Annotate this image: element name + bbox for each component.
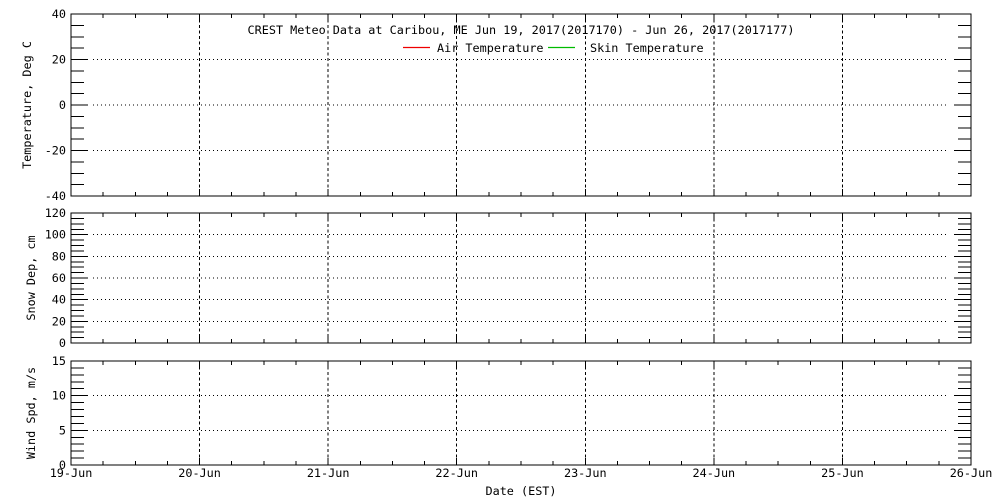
y-tick-label: 40 <box>52 7 66 21</box>
y-tick-label: 0 <box>59 336 66 350</box>
y-tick-label: 80 <box>52 249 66 263</box>
x-tick-label: 26-Jun <box>950 466 993 480</box>
panel-snow-dep: 0 20 40 60 80 100 120 Snow Dep, cm <box>24 206 972 350</box>
y-axis-title: Snow Dep, cm <box>24 235 38 320</box>
legend-label-air-temperature: Air Temperature <box>437 41 544 55</box>
y-tick-label: 120 <box>45 206 66 220</box>
y-tick-label: 10 <box>52 389 66 403</box>
y-tick-label: 20 <box>52 314 66 328</box>
panel-temperature: -40 -20 0 20 40 Temperature, Deg C <box>20 7 972 203</box>
x-tick-label: 20-Jun <box>178 466 221 480</box>
y-tick-label: 15 <box>52 354 66 368</box>
chart-title: CREST Meteo Data at Caribou, ME Jun 19, … <box>248 23 795 37</box>
y-axis-title: Wind Spd, m/s <box>24 367 38 459</box>
y-tick-label: 100 <box>45 228 66 242</box>
y-tick-label: 20 <box>52 53 66 67</box>
legend: Air Temperature Skin Temperature <box>403 41 704 55</box>
y-tick-label: 0 <box>59 458 66 472</box>
y-tick-label: 40 <box>52 293 66 307</box>
x-tick-label: 19-Jun <box>50 466 93 480</box>
y-tick-label: 5 <box>59 423 66 437</box>
y-tick-label: -40 <box>45 189 66 203</box>
panel-wind-spd: 0 5 10 15 Wind Spd, m/s 19-Jun 20-Jun 21-Jun 22-… <box>24 354 992 480</box>
x-tick-label: 24-Jun <box>693 466 736 480</box>
x-axis-title: Date (EST) <box>485 484 556 498</box>
y-axis-title: Temperature, Deg C <box>20 41 34 169</box>
plot-box <box>70 360 972 466</box>
y-tick-label: 0 <box>59 98 66 112</box>
x-tick-label: 22-Jun <box>435 466 478 480</box>
x-tick-label: 25-Jun <box>821 466 864 480</box>
x-tick-label: 23-Jun <box>564 466 607 480</box>
legend-label-skin-temperature: Skin Temperature <box>590 41 704 55</box>
y-tick-label: 60 <box>52 271 66 285</box>
y-tick-label: -20 <box>45 144 66 158</box>
x-tick-label: 21-Jun <box>307 466 350 480</box>
